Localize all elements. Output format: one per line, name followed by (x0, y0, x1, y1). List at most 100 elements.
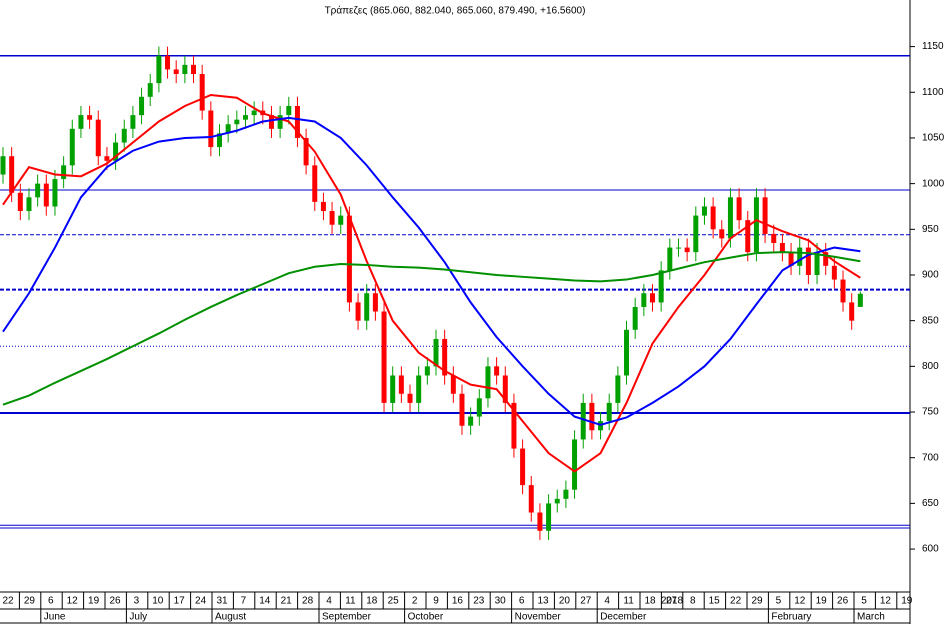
candle-body (805, 247, 811, 275)
x-tick-label: 4 (604, 596, 610, 607)
candle-body (191, 64, 197, 74)
y-tick-label: 750 (922, 407, 939, 418)
candle-body (701, 206, 707, 216)
x-tick-label: 27 (666, 596, 678, 607)
month-label: September (322, 612, 372, 623)
moving-average (2, 116, 861, 426)
year-label: 2018 (661, 596, 684, 607)
candle-body (494, 366, 500, 376)
x-tick-label: 6 (48, 596, 54, 607)
candle-body (658, 270, 664, 303)
candle-body (234, 119, 240, 125)
month-label: October (408, 612, 444, 623)
candle-body (78, 115, 84, 129)
candle-body (303, 137, 309, 166)
candle-body (251, 110, 257, 116)
candle-body (476, 398, 482, 417)
candle-body (104, 156, 110, 161)
x-tick-label: 29 (24, 596, 36, 607)
candle-body (0, 156, 6, 175)
moving-average (2, 93, 861, 473)
candle-body (26, 197, 32, 212)
candle-body (511, 402, 517, 449)
candle-body (675, 247, 681, 249)
candle-body (268, 115, 274, 129)
y-tick-label: 1150 (922, 41, 944, 52)
candle-body (693, 215, 699, 253)
candle-body (217, 133, 222, 148)
candle-body (407, 393, 413, 403)
candle-body (338, 215, 344, 225)
candle-body (667, 247, 673, 271)
candle-body (165, 55, 171, 70)
candle-body (225, 124, 231, 134)
candle-body (61, 165, 67, 180)
y-tick-label: 1100 (922, 87, 944, 98)
candle-body (797, 247, 803, 266)
candle-body (823, 252, 829, 266)
candle-body (346, 215, 352, 303)
candle-body (52, 179, 58, 207)
x-tick-label: 31 (216, 596, 228, 607)
x-tick-label: 23 (473, 596, 485, 607)
y-tick-label: 1000 (922, 178, 944, 189)
x-tick-label: 10 (152, 596, 164, 607)
candle-body (831, 265, 837, 280)
candle-body (43, 183, 49, 207)
candle-body (814, 252, 820, 275)
candle-body (442, 338, 448, 376)
candle-body (424, 366, 430, 376)
candle-body (277, 115, 283, 129)
candle-body (485, 366, 491, 399)
candle-body (857, 293, 863, 307)
moving-average (2, 251, 861, 406)
y-tick-label: 800 (922, 361, 939, 372)
month-label: March (857, 612, 885, 623)
x-tick-label: 8 (690, 596, 696, 607)
candle-body (745, 220, 751, 253)
candle-body (208, 110, 214, 148)
candle-body (372, 293, 378, 312)
candle-body (17, 192, 23, 212)
candle-body (433, 338, 439, 367)
month-label: August (215, 612, 246, 623)
candle-body (849, 302, 855, 321)
x-tick-label: 16 (452, 596, 464, 607)
candle-body (554, 498, 560, 504)
x-tick-label: 29 (751, 596, 763, 607)
candle-body (719, 229, 725, 239)
month-label: February (771, 612, 811, 623)
x-tick-label: 11 (345, 596, 356, 607)
candle-body (650, 293, 655, 303)
candle-body (95, 119, 101, 157)
candle-body (580, 402, 586, 440)
candle-body (606, 402, 612, 422)
candle-body (762, 197, 768, 234)
x-tick-label: 17 (174, 596, 186, 607)
candle-body (173, 69, 179, 74)
x-tick-label: 12 (67, 596, 79, 607)
x-tick-label: 22 (2, 596, 14, 607)
candle-body (589, 402, 595, 431)
candle-body (147, 83, 153, 97)
x-tick-label: 2 (412, 596, 418, 607)
candle-body (416, 375, 422, 403)
candle-body (615, 375, 621, 403)
candle-body (546, 503, 552, 531)
x-tick-label: 9 (433, 596, 439, 607)
candle-body (753, 197, 759, 253)
candle-body (572, 439, 578, 490)
y-tick-label: 600 (922, 544, 939, 555)
x-tick-label: 7 (241, 596, 247, 607)
candle-body (182, 64, 188, 74)
x-tick-label: 30 (495, 596, 507, 607)
candle-body (69, 128, 75, 166)
candle-body (364, 293, 370, 321)
x-tick-label: 14 (259, 596, 271, 607)
month-label: November (515, 612, 562, 623)
x-tick-label: 21 (281, 596, 293, 607)
candle-body (710, 206, 716, 230)
candle-body (35, 183, 41, 198)
candle-body (9, 156, 15, 193)
